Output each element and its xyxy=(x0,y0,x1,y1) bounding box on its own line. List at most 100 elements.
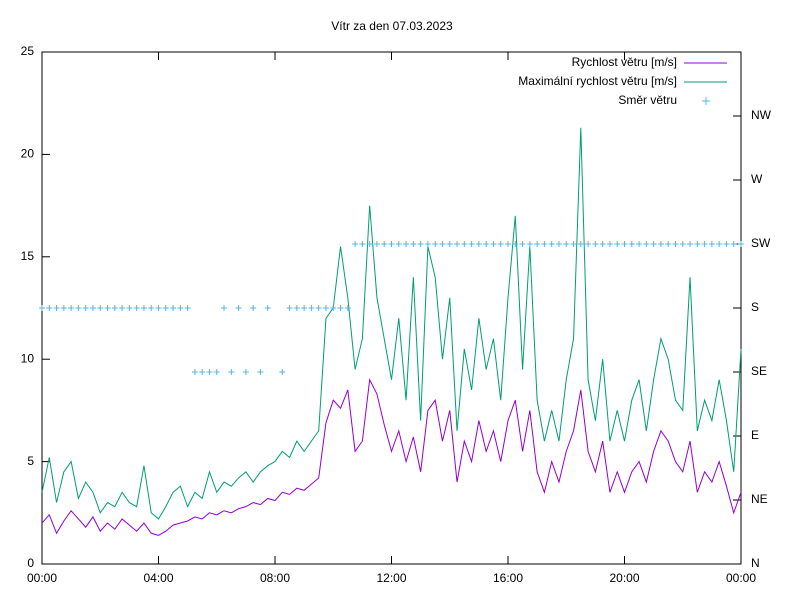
direction-point xyxy=(512,241,519,247)
direction-point xyxy=(46,305,53,311)
direction-point xyxy=(497,241,504,247)
direction-point xyxy=(155,305,162,311)
y2-tick-label: W xyxy=(751,172,763,186)
x-tick-label: 00:00 xyxy=(726,571,756,585)
direction-point xyxy=(53,305,60,311)
direction-point xyxy=(650,241,657,247)
direction-point xyxy=(563,241,570,247)
direction-point xyxy=(621,241,628,247)
direction-point xyxy=(257,369,264,375)
direction-point xyxy=(665,241,672,247)
direction-point xyxy=(68,305,75,311)
direction-point xyxy=(388,241,395,247)
direction-point xyxy=(738,241,744,247)
direction-point xyxy=(97,305,104,311)
direction-point xyxy=(119,305,126,311)
direction-point xyxy=(373,241,380,247)
y-tick-label: 25 xyxy=(21,44,35,58)
direction-point xyxy=(592,241,599,247)
direction-point xyxy=(410,241,417,247)
series-line xyxy=(41,127,742,520)
direction-point xyxy=(694,241,701,247)
direction-point xyxy=(555,241,562,247)
direction-point xyxy=(730,241,737,247)
direction-point xyxy=(162,305,169,311)
direction-point xyxy=(322,305,329,311)
direction-point xyxy=(308,305,315,311)
direction-point xyxy=(228,369,235,375)
legend-label: Směr větru xyxy=(618,93,677,107)
direction-point xyxy=(490,241,497,247)
direction-point xyxy=(104,305,111,311)
direction-point xyxy=(286,305,293,311)
direction-point xyxy=(126,305,133,311)
x-tick-label: 08:00 xyxy=(260,571,290,585)
direction-point xyxy=(279,369,286,375)
legend-label: Maximální rychlost větru [m/s] xyxy=(518,74,677,88)
direction-point xyxy=(701,241,708,247)
direction-point xyxy=(133,305,140,311)
direction-point xyxy=(468,241,475,247)
direction-point xyxy=(614,241,621,247)
direction-point xyxy=(337,305,344,311)
direction-point xyxy=(606,241,613,247)
direction-point xyxy=(636,241,643,247)
direction-point xyxy=(687,241,694,247)
direction-point xyxy=(344,305,351,311)
direction-point xyxy=(140,305,147,311)
y2-tick-label: NE xyxy=(751,492,768,506)
direction-point xyxy=(628,241,635,247)
direction-point xyxy=(585,241,592,247)
direction-point xyxy=(672,241,679,247)
series-line xyxy=(41,377,742,536)
direction-point xyxy=(446,241,453,247)
y2-tick-label: NW xyxy=(751,108,772,122)
direction-point xyxy=(643,241,650,247)
x-tick-label: 00:00 xyxy=(27,571,57,585)
direction-point xyxy=(723,241,730,247)
direction-point xyxy=(75,305,82,311)
direction-point xyxy=(577,241,584,247)
x-tick-label: 20:00 xyxy=(609,571,639,585)
y2-tick-label: S xyxy=(751,300,759,314)
direction-point xyxy=(170,305,177,311)
direction-point xyxy=(235,305,242,311)
x-tick-label: 04:00 xyxy=(143,571,173,585)
direction-point xyxy=(242,369,249,375)
direction-point xyxy=(221,305,228,311)
direction-point xyxy=(39,305,45,311)
y-tick-label: 5 xyxy=(27,454,34,468)
direction-point xyxy=(330,305,337,311)
direction-point xyxy=(148,305,155,311)
direction-point xyxy=(716,241,723,247)
chart-title: Vítr za den 07.03.2023 xyxy=(331,19,453,33)
direction-point xyxy=(381,241,388,247)
direction-point xyxy=(184,305,191,311)
direction-point xyxy=(439,241,446,247)
direction-point xyxy=(417,241,424,247)
direction-point xyxy=(475,241,482,247)
direction-point xyxy=(111,305,118,311)
direction-point xyxy=(526,241,533,247)
direction-point xyxy=(177,305,184,311)
direction-point xyxy=(454,241,461,247)
x-tick-label: 16:00 xyxy=(493,571,523,585)
direction-point xyxy=(264,305,271,311)
y2-tick-label: SW xyxy=(751,236,771,250)
y-tick-label: 10 xyxy=(21,351,35,365)
y2-tick-label: E xyxy=(751,428,759,442)
direction-point xyxy=(191,369,198,375)
direction-point xyxy=(359,241,366,247)
direction-point xyxy=(548,241,555,247)
direction-point xyxy=(352,241,359,247)
direction-point xyxy=(432,241,439,247)
direction-point xyxy=(60,305,67,311)
direction-point xyxy=(199,369,206,375)
direction-point xyxy=(541,241,548,247)
direction-point xyxy=(483,241,490,247)
y-tick-label: 0 xyxy=(27,556,34,570)
direction-point xyxy=(206,369,213,375)
legend-symbol xyxy=(702,97,710,105)
